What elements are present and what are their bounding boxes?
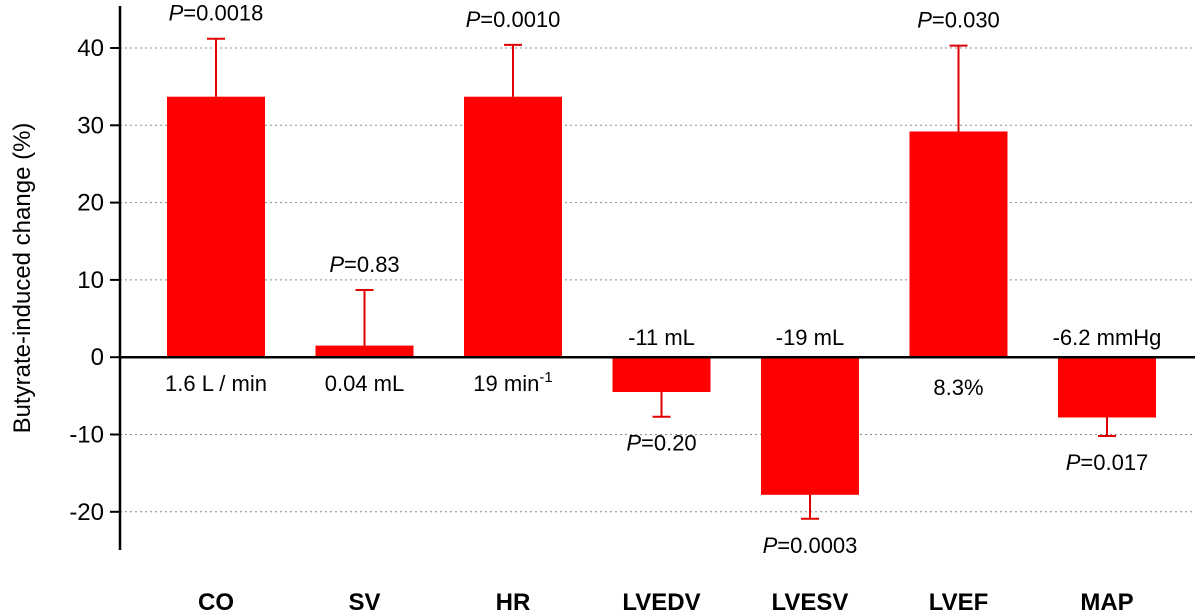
absolute-change-label: 1.6 L / min bbox=[165, 371, 267, 396]
x-category-label: HR bbox=[496, 589, 531, 616]
p-value-label: P=0.83 bbox=[329, 252, 399, 277]
p-value-label: P=0.0003 bbox=[763, 533, 858, 558]
absolute-change-label: -6.2 mmHg bbox=[1053, 325, 1162, 350]
y-tick-label: 0 bbox=[91, 344, 104, 371]
bar-map bbox=[1058, 357, 1156, 418]
y-tick-label: 10 bbox=[77, 267, 104, 294]
y-tick-label: -20 bbox=[69, 499, 104, 526]
p-value-label: P=0.20 bbox=[626, 431, 696, 456]
absolute-change-label: 8.3% bbox=[933, 375, 983, 400]
error-bars bbox=[207, 37, 1116, 520]
p-value-label: P=0.030 bbox=[917, 8, 1000, 33]
error-bar-sv bbox=[355, 288, 374, 346]
bar-co bbox=[167, 96, 265, 358]
gridlines bbox=[120, 47, 1195, 513]
error-bar-lvesv bbox=[801, 494, 819, 520]
error-bar-map bbox=[1098, 417, 1116, 438]
axes bbox=[110, 6, 1195, 550]
x-category-labels: CO SV HR LVEDV LVESV LVEF MAP bbox=[198, 589, 1134, 616]
bar-lvef bbox=[909, 131, 1008, 358]
error-bar-hr bbox=[504, 43, 522, 97]
error-bar-lvef bbox=[949, 44, 968, 132]
y-tick-label: 30 bbox=[77, 112, 104, 139]
p-value-label: P=0.0010 bbox=[466, 7, 561, 32]
absolute-change-label: 19 min-1 bbox=[473, 369, 552, 396]
error-bar-co bbox=[207, 37, 225, 97]
y-tick-label: 40 bbox=[77, 35, 104, 62]
p-value-label: P=0.017 bbox=[1066, 450, 1149, 475]
bar-lvesv bbox=[761, 357, 859, 495]
annotations: P=0.0018 1.6 L / min P=0.83 0.04 mL P=0.0010… bbox=[165, 1, 1161, 558]
bar-hr bbox=[464, 96, 562, 358]
x-category-label: LVESV bbox=[772, 589, 849, 616]
absolute-change-label: -19 mL bbox=[776, 325, 844, 350]
y-tick-labels: 40 30 20 10 0 -10 -20 bbox=[69, 35, 104, 526]
bar-lvedv bbox=[612, 357, 711, 392]
x-category-label: SV bbox=[348, 589, 380, 616]
y-tick-label: -10 bbox=[69, 422, 104, 449]
x-category-label: LVEF bbox=[929, 589, 989, 616]
y-tick-label: 20 bbox=[77, 190, 104, 217]
error-bar-lvedv bbox=[652, 391, 671, 418]
p-value-label: P=0.0018 bbox=[169, 1, 264, 26]
absolute-change-label: 0.04 mL bbox=[325, 371, 405, 396]
bar-sv bbox=[315, 345, 414, 358]
absolute-change-label: -11 mL bbox=[628, 325, 695, 350]
x-category-label: LVEDV bbox=[622, 589, 700, 616]
bars bbox=[167, 96, 1156, 495]
x-category-label: MAP bbox=[1080, 589, 1133, 616]
x-category-label: CO bbox=[198, 589, 234, 616]
y-axis-title: Butyrate-induced change (%) bbox=[9, 123, 36, 434]
